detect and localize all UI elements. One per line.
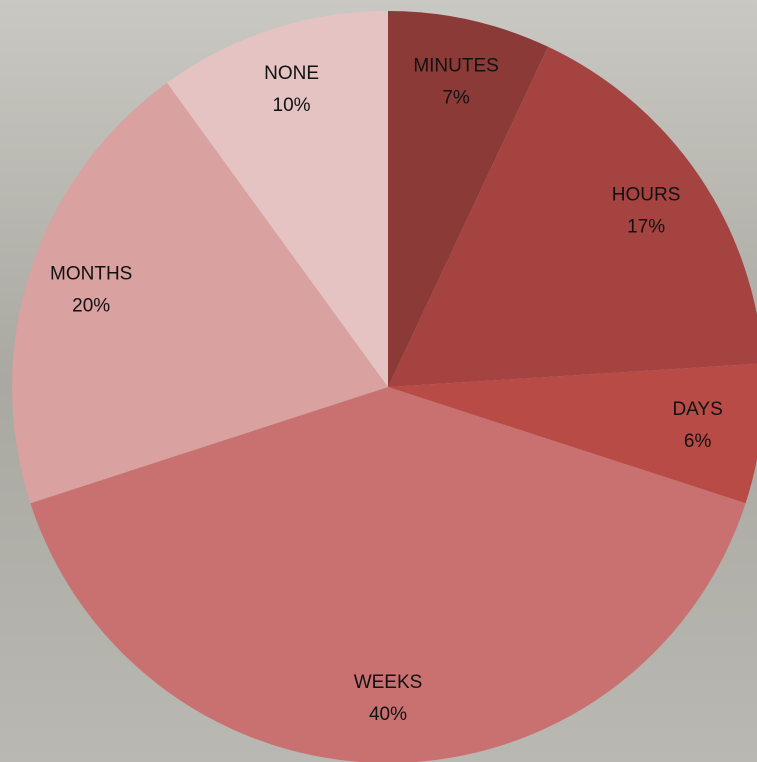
slice-label: MINUTES: [413, 55, 499, 76]
slice-value-label: 10%: [273, 95, 311, 116]
slice-label: MONTHS: [50, 264, 132, 285]
slice-label: HOURS: [612, 185, 681, 206]
pie: MINUTES 7% HOURS 17% DAYS 6% WEEKS 40% MONTHS 20%…: [12, 11, 757, 762]
slice-value-label: 17%: [627, 217, 665, 238]
slice-label: NONE: [264, 63, 319, 84]
slice-label: DAYS: [672, 399, 722, 420]
slice-value-label: 6%: [684, 431, 712, 452]
slice-value-label: 7%: [442, 87, 470, 108]
chart: MINUTES 7% HOURS 17% DAYS 6% WEEKS 40% MONTHS 20%…: [0, 0, 757, 762]
slice-label: WEEKS: [354, 672, 423, 693]
slice-value-label: 20%: [72, 296, 110, 317]
slice-value-label: 40%: [369, 704, 407, 725]
